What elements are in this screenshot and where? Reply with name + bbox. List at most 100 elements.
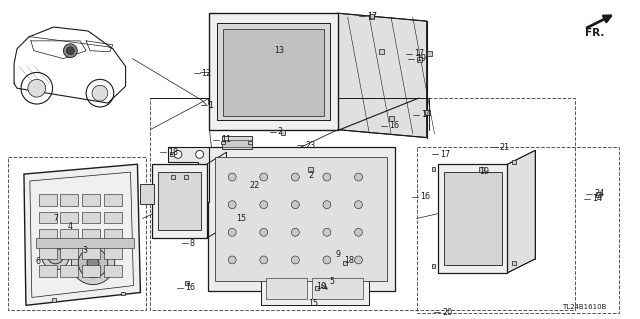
- Bar: [369, 14, 374, 19]
- Bar: [438, 164, 508, 273]
- Bar: [222, 139, 252, 147]
- Circle shape: [291, 173, 300, 181]
- Text: 21: 21: [500, 143, 509, 152]
- Text: 17: 17: [367, 12, 378, 21]
- Circle shape: [47, 248, 63, 264]
- Circle shape: [291, 256, 300, 264]
- Bar: [260, 274, 369, 305]
- Text: 4: 4: [67, 222, 72, 231]
- Bar: [342, 261, 347, 265]
- Bar: [82, 265, 100, 277]
- Text: 12: 12: [202, 69, 212, 78]
- Circle shape: [92, 85, 108, 101]
- Circle shape: [260, 173, 268, 181]
- Bar: [60, 211, 78, 223]
- Bar: [104, 194, 122, 206]
- Bar: [104, 211, 122, 223]
- Bar: [82, 194, 100, 206]
- Text: 17: 17: [440, 150, 451, 159]
- Circle shape: [260, 201, 268, 209]
- Circle shape: [323, 256, 331, 264]
- Circle shape: [63, 44, 77, 58]
- Circle shape: [42, 242, 69, 270]
- Bar: [389, 116, 394, 121]
- Bar: [380, 49, 384, 54]
- Text: 22: 22: [249, 182, 259, 190]
- Text: 16: 16: [185, 283, 195, 292]
- Bar: [315, 286, 319, 290]
- Bar: [104, 247, 122, 259]
- Bar: [280, 130, 285, 135]
- Bar: [170, 152, 174, 156]
- Polygon shape: [24, 164, 140, 305]
- Text: 2: 2: [278, 127, 283, 136]
- Text: 15: 15: [308, 299, 318, 308]
- Circle shape: [355, 228, 362, 236]
- Text: 5: 5: [330, 277, 335, 286]
- Bar: [60, 229, 78, 241]
- Bar: [479, 167, 484, 172]
- Circle shape: [355, 173, 362, 181]
- Circle shape: [355, 256, 362, 264]
- Bar: [82, 247, 100, 259]
- Text: 16: 16: [389, 121, 399, 130]
- Bar: [223, 29, 324, 116]
- Text: 14: 14: [420, 110, 431, 119]
- Text: 13: 13: [275, 46, 285, 55]
- Bar: [312, 278, 364, 300]
- Bar: [82, 211, 100, 223]
- Bar: [171, 175, 175, 179]
- Bar: [216, 157, 387, 281]
- Bar: [184, 175, 188, 179]
- Circle shape: [228, 173, 236, 181]
- Circle shape: [67, 47, 74, 55]
- Circle shape: [87, 257, 99, 269]
- Circle shape: [71, 241, 115, 285]
- Bar: [39, 247, 56, 259]
- Bar: [513, 261, 516, 265]
- Bar: [39, 265, 56, 277]
- Bar: [60, 194, 78, 206]
- Circle shape: [228, 201, 236, 209]
- Text: FR.: FR.: [585, 28, 604, 38]
- Text: 17: 17: [413, 49, 424, 58]
- Circle shape: [260, 256, 268, 264]
- Bar: [39, 229, 56, 241]
- Circle shape: [323, 173, 331, 181]
- Circle shape: [355, 201, 362, 209]
- Text: 19: 19: [416, 54, 426, 63]
- Bar: [207, 147, 395, 291]
- Bar: [60, 265, 78, 277]
- Bar: [82, 229, 100, 241]
- Bar: [39, 211, 56, 223]
- Text: 14: 14: [593, 194, 602, 203]
- Bar: [221, 141, 225, 145]
- Bar: [185, 281, 189, 285]
- Bar: [140, 184, 154, 204]
- Polygon shape: [508, 150, 535, 273]
- Circle shape: [174, 150, 182, 158]
- Bar: [121, 292, 125, 295]
- Text: 18: 18: [344, 256, 354, 265]
- Bar: [150, 98, 575, 310]
- Bar: [444, 172, 502, 265]
- Bar: [424, 110, 429, 115]
- Bar: [36, 238, 134, 248]
- Bar: [417, 147, 619, 313]
- Bar: [152, 164, 207, 238]
- Circle shape: [291, 228, 300, 236]
- Bar: [431, 264, 435, 268]
- Text: 24: 24: [595, 189, 604, 198]
- Circle shape: [78, 248, 108, 278]
- Bar: [104, 265, 122, 277]
- Text: 1: 1: [209, 100, 214, 109]
- Text: 20: 20: [442, 308, 452, 317]
- Text: 9: 9: [336, 249, 341, 258]
- Bar: [417, 57, 422, 62]
- Circle shape: [260, 228, 268, 236]
- Bar: [104, 229, 122, 241]
- Text: 11: 11: [221, 135, 231, 144]
- Bar: [266, 278, 307, 300]
- Circle shape: [323, 228, 331, 236]
- Text: 10: 10: [316, 282, 326, 291]
